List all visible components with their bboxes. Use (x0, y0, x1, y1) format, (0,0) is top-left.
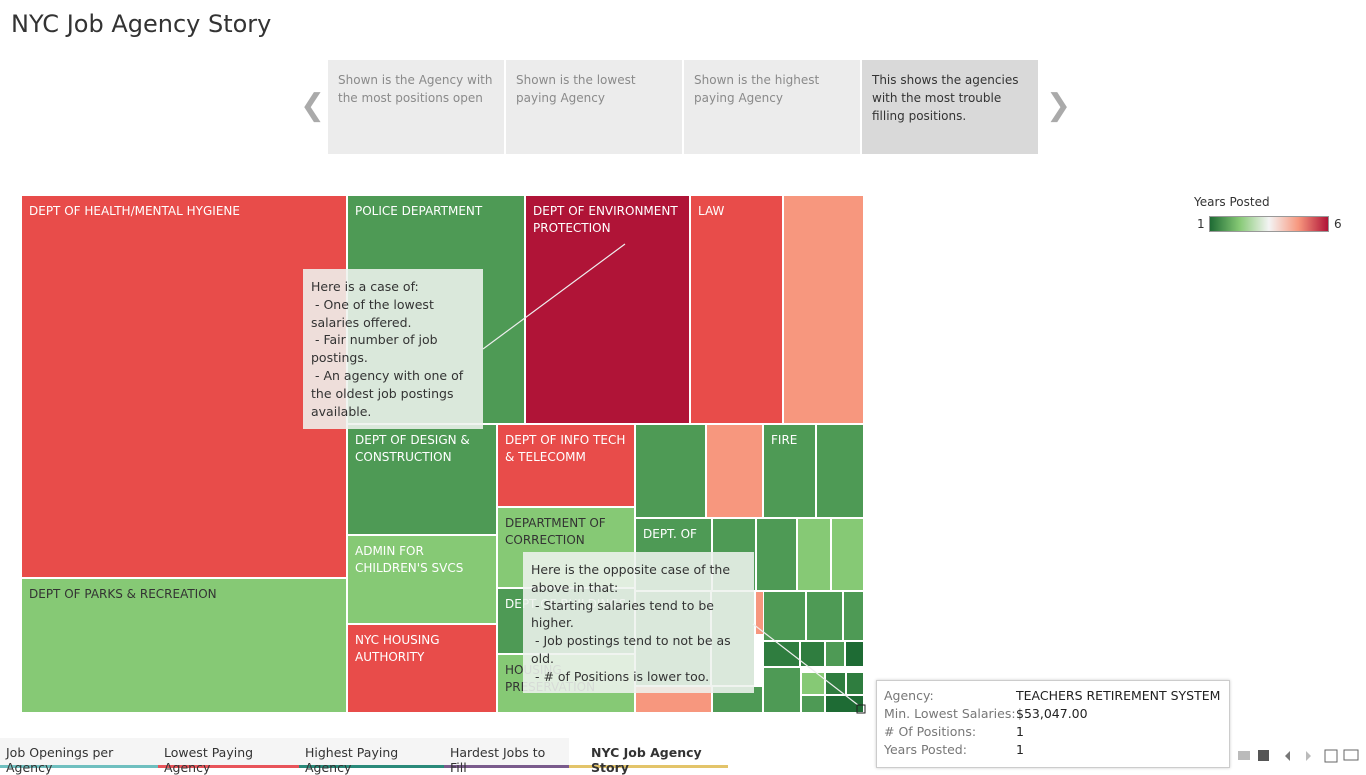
treemap-tile[interactable] (797, 518, 831, 591)
tile-label: POLICE DEPARTMENT (355, 204, 483, 218)
treemap-tile[interactable] (763, 667, 801, 713)
tooltip-row: Min. Lowest Salaries: $53,047.00 (884, 706, 1222, 724)
treemap-tile[interactable] (843, 591, 864, 641)
tooltip-value: 1 (1016, 724, 1024, 739)
treemap-tile[interactable] (783, 195, 864, 424)
annotation: Here is a case of: - One of the lowest sa… (303, 269, 483, 429)
tile-label: ADMIN FOR CHILDREN'S SVCS (355, 544, 464, 575)
tile-label: LAW (698, 204, 725, 218)
story-point[interactable]: Shown is the highest paying Agency (684, 60, 860, 154)
tooltip-value: $53,047.00 (1016, 706, 1088, 721)
treemap-tile[interactable] (806, 591, 843, 641)
tab-label: Highest Paying Agency (305, 745, 399, 775)
annotation-line-text: - One of the lowest (311, 296, 434, 312)
annotation-line-text: - An agency with one of (311, 367, 464, 383)
next-arrow[interactable]: ❯ (1046, 88, 1072, 123)
sheet-tab[interactable]: Hardest Jobs to Fill (444, 738, 569, 775)
sheet-tab[interactable]: Highest Paying Agency (299, 738, 444, 775)
annotation-line-text: available. (311, 403, 372, 419)
legend-gradient (1209, 216, 1329, 232)
story-point[interactable]: Shown is the lowest paying Agency (506, 60, 682, 154)
legend-max: 6 (1334, 217, 1342, 231)
tile-label: FIRE (771, 433, 798, 447)
tooltip-value: 1 (1016, 742, 1024, 757)
treemap-tile[interactable] (800, 641, 825, 667)
tile-label: NYC HOUSING AUTHORITY (355, 633, 440, 664)
story-point[interactable]: Shown is the Agency with the most positi… (328, 60, 504, 154)
toolbar (1238, 749, 1359, 763)
tooltip-label: Years Posted: (884, 742, 967, 757)
annotation-line-text: - Starting salaries tend to be (531, 597, 714, 613)
annotation-line-text: salaries offered. (311, 314, 412, 330)
tile-label: DEPT OF DESIGN & CONSTRUCTION (355, 433, 470, 464)
title: NYC Job Agency Story (11, 10, 272, 38)
tile-label: DEPARTMENT OF CORRECTION (505, 516, 606, 547)
tooltip-value: TEACHERS RETIREMENT SYSTEM (1016, 688, 1221, 703)
tile-label: DEPT OF INFO TECH & TELECOMM (505, 433, 626, 464)
tab-label: Hardest Jobs to Fill (450, 745, 546, 775)
treemap-tile[interactable]: DEPT OF INFO TECH & TELECOMM (497, 424, 635, 507)
treemap-tile[interactable] (825, 672, 846, 695)
treemap-tile[interactable]: FIRE (763, 424, 816, 518)
treemap-tile[interactable]: DEPT OF ENVIRONMENT PROTECTION (525, 195, 690, 424)
tile-label: DEPT. OF (643, 527, 697, 541)
annotation-line-text: - Fair number of job (311, 332, 438, 348)
prev-arrow[interactable]: ❮ (300, 88, 326, 123)
treemap-tile[interactable] (763, 641, 800, 667)
tooltip-label: # Of Positions: (884, 724, 977, 739)
tile-label: DEPT OF HEALTH/MENTAL HYGIENE (29, 204, 240, 218)
tooltip: Agency: TEACHERS RETIREMENT SYSTEM Min. Lo… (876, 680, 1230, 768)
tile-label: DEPT OF PARKS & RECREATION (29, 587, 217, 601)
tooltip-label: Agency: (884, 688, 934, 703)
annotation-line-text: Here is a case of: (311, 279, 419, 294)
treemap-tile[interactable]: NYC HOUSING AUTHORITY (347, 624, 497, 713)
annotation-line-text: above in that: (531, 579, 619, 595)
tab-label: Job Openings per Agency (6, 745, 114, 775)
annotation-line-text: higher. (531, 615, 574, 631)
tooltip-row: Agency: TEACHERS RETIREMENT SYSTEM (884, 688, 1222, 706)
tooltip-row: # Of Positions: 1 (884, 724, 1222, 742)
tooltip-label: Min. Lowest Salaries: (884, 706, 1016, 721)
treemap-tile[interactable]: LAW (690, 195, 783, 424)
legend-min: 1 (1197, 217, 1205, 231)
annotation-line-text: the oldest job postings (311, 385, 454, 401)
treemap-tile[interactable] (801, 672, 825, 695)
treemap-tile[interactable] (825, 695, 864, 713)
treemap-tile[interactable] (825, 641, 845, 667)
legend-title: Years Posted (1194, 195, 1270, 209)
treemap-tile[interactable] (845, 641, 864, 667)
treemap-tile[interactable] (831, 518, 864, 591)
sheet-tab[interactable]: Job Openings per Agency (0, 738, 158, 775)
tooltip-row: Years Posted: 1 (884, 742, 1222, 760)
annotation-line-text: postings. (311, 350, 368, 366)
treemap-tile[interactable] (801, 695, 825, 713)
tile-label: DEPT OF ENVIRONMENT PROTECTION (533, 204, 678, 235)
tab-label: NYC Job Agency Story (591, 745, 702, 775)
annotation-line-text: - # of Positions is lower too. (531, 668, 710, 684)
annotation-line-text: old. (531, 650, 555, 666)
treemap-tile[interactable] (756, 518, 797, 591)
treemap-tile[interactable] (846, 672, 864, 695)
treemap-tile[interactable]: DEPT OF DESIGN & CONSTRUCTION (347, 424, 497, 535)
story-point[interactable]: This shows the agencies with the most tr… (862, 60, 1038, 154)
treemap-tile[interactable]: DEPT OF PARKS & RECREATION (21, 578, 347, 713)
treemap-tile[interactable] (763, 591, 806, 641)
treemap-tile[interactable] (706, 424, 763, 518)
treemap-tile[interactable] (816, 424, 864, 518)
tab-label: Lowest Paying Agency (164, 745, 254, 775)
sheet-tab[interactable]: NYC Job Agency Story (569, 738, 728, 775)
treemap-tile[interactable] (635, 424, 706, 518)
sheet-tab[interactable]: Lowest Paying Agency (158, 738, 299, 775)
annotation: Here is the opposite case of the above in… (523, 552, 754, 693)
treemap-tile[interactable]: DEPT OF HEALTH/MENTAL HYGIENE (21, 195, 347, 578)
treemap-tile[interactable]: ADMIN FOR CHILDREN'S SVCS (347, 535, 497, 624)
annotation-line-text: Here is the opposite case of the (531, 562, 731, 577)
annotation-line-text: - Job postings tend to not be as (531, 633, 731, 649)
